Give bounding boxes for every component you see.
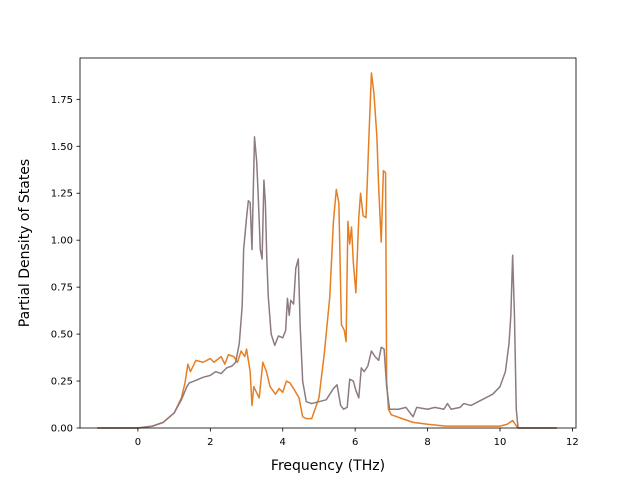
x-tick-label: 2 [207, 437, 213, 448]
series-layer [97, 72, 557, 429]
x-tick-label: 4 [280, 437, 286, 448]
series-line-1 [97, 72, 557, 429]
y-tick-label: 0.50 [51, 330, 73, 341]
y-tick-label: 0.00 [51, 424, 73, 435]
y-tick-label: 1.00 [51, 236, 73, 247]
x-tick-label: 6 [352, 437, 358, 448]
x-tick-label: 0 [135, 437, 141, 448]
x-axis-label: Frequency (THz) [271, 458, 385, 474]
x-tick-label: 12 [566, 437, 579, 448]
x-tick-label: 8 [424, 437, 430, 448]
y-tick-label: 0.75 [51, 283, 73, 294]
y-tick-label: 1.75 [51, 95, 73, 106]
x-axis-ticks: 0 2 4 6 8 10 12 [135, 428, 579, 448]
plot-frame [79, 57, 577, 429]
y-tick-label: 1.25 [51, 189, 73, 200]
y-tick-label: 0.25 [51, 377, 73, 388]
series-line-2 [97, 136, 557, 429]
x-tick-label: 10 [494, 437, 507, 448]
y-axis-label: Partial Density of States [17, 159, 33, 327]
y-axis-ticks: 0.00 0.25 0.50 0.75 1.00 1.25 1.50 1.75 [51, 95, 80, 435]
y-tick-label: 1.50 [51, 142, 73, 153]
